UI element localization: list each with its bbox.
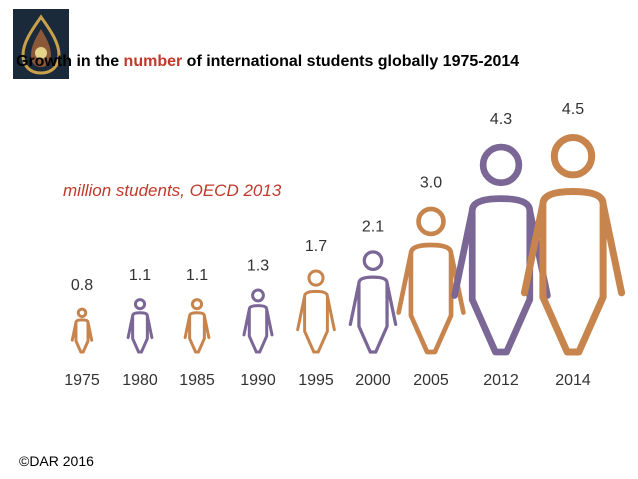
person-body [296,289,336,354]
year-label: 1995 [298,372,334,389]
person-head [190,298,204,311]
person-figure-2012 [451,143,551,356]
person-figure-2005 [396,206,466,355]
person-head [76,307,88,319]
year-label: 1985 [179,372,215,389]
chart-subtitle: million students, OECD 2013 [63,181,282,200]
value-label: 3.0 [420,174,442,191]
person-body [70,318,94,354]
value-label: 2.1 [362,218,384,235]
person-figure-1995 [296,269,336,354]
value-label: 1.1 [129,267,151,284]
person-body [126,311,154,354]
chart-title: Growth in the number of international st… [16,53,626,71]
year-label: 2014 [555,372,591,389]
person-body [348,275,398,354]
title-after: of international students globally 1975-… [182,53,520,70]
person-head [251,288,265,303]
value-label: 0.8 [71,277,93,294]
person-head [307,269,325,287]
person-body [242,304,274,354]
person-figure-1985 [183,298,211,354]
person-head [416,206,446,237]
value-label: 1.1 [186,267,208,284]
person-figure-2000 [348,250,398,354]
title-before: Growth in the [16,53,124,70]
year-label: 1980 [122,372,158,389]
year-label: 2005 [413,372,449,389]
person-body [520,187,626,356]
pictogram-chart: 0.8 1975 1.1 1980 1.1 1985 1.3 1990 1.7 1995 2.1 20… [64,101,626,389]
person-body [183,311,211,354]
person-figure-1990 [242,288,274,354]
logo-icon [13,9,69,79]
person-head [550,134,596,179]
person-head [479,143,523,187]
person-figure-1980 [126,298,154,354]
copyright-credit: ©DAR 2016 [19,453,94,469]
person-body [451,195,551,356]
value-label: 4.3 [490,111,512,128]
year-label: 1990 [240,372,276,389]
value-label: 4.5 [562,101,584,118]
title-highlight: number [123,53,183,70]
year-label: 2012 [483,372,519,389]
year-label: 2000 [355,372,391,389]
person-head [362,250,384,271]
person-figure-1975 [70,307,94,354]
year-label: 1975 [64,372,100,389]
value-label: 1.7 [305,238,327,255]
person-figure-2014 [520,134,626,356]
value-label: 1.3 [247,257,269,274]
person-head [133,298,147,311]
